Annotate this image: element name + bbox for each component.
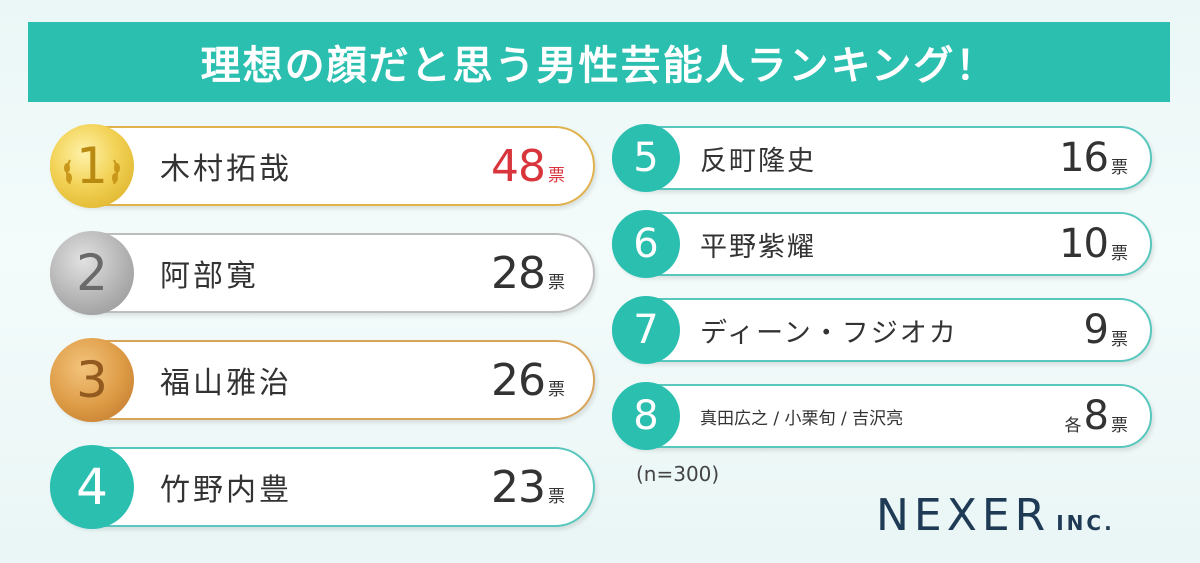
gold-medal-icon: 1	[50, 124, 134, 208]
person-name: 平野紫耀	[700, 231, 816, 263]
vote-unit: 票	[1111, 329, 1128, 350]
vote-number: 16	[1059, 135, 1109, 181]
vote-unit: 票	[1111, 157, 1128, 178]
vote-count: 23 票	[491, 449, 565, 525]
vote-count: 16 票	[1059, 128, 1128, 188]
rank-number: 1	[76, 137, 108, 195]
vote-number: 8	[1083, 393, 1109, 439]
ranking-row-3: 3 福山雅治 26 票	[50, 338, 595, 422]
rank-badge: 5	[612, 124, 680, 192]
rank-number: 8	[633, 393, 659, 439]
each-label: 各	[1064, 415, 1082, 436]
person-name: 阿部寛	[160, 259, 259, 294]
person-name: 竹野内豊	[160, 473, 292, 508]
vote-count: 10 票	[1059, 214, 1128, 274]
rank-number: 7	[633, 307, 659, 353]
ranking-row-2: 2 阿部寛 28 票	[50, 231, 595, 315]
laurel-wreath-icon	[64, 159, 120, 185]
rank-badge: 4	[50, 445, 134, 529]
rank-number: 2	[76, 244, 108, 302]
ranking-row-4: 4 竹野内豊 23 票	[50, 445, 595, 529]
vote-unit: 票	[1111, 415, 1128, 436]
vote-count: 28 票	[491, 235, 565, 311]
rank-badge: 7	[612, 296, 680, 364]
vote-unit: 票	[1111, 243, 1128, 264]
rank-number: 3	[76, 351, 108, 409]
vote-unit: 票	[548, 486, 565, 507]
title-banner: 理想の顔だと思う男性芸能人ランキング！	[28, 22, 1170, 102]
person-names: 真田広之 / 小栗旬 / 吉沢亮	[700, 408, 904, 429]
rank-number: 5	[633, 135, 659, 181]
vote-unit: 票	[548, 272, 565, 293]
rank-number: 6	[633, 221, 659, 267]
brand-name: NEXER	[876, 490, 1051, 541]
person-name: 福山雅治	[160, 366, 292, 401]
vote-number: 28	[491, 247, 546, 299]
vote-number: 9	[1083, 307, 1109, 353]
bronze-medal-icon: 3	[50, 338, 134, 422]
vote-number: 10	[1059, 221, 1109, 267]
person-name: ディーン・フジオカ	[700, 317, 958, 349]
chart-title: 理想の顔だと思う男性芸能人ランキング！	[200, 42, 998, 89]
vote-count: 26 票	[491, 342, 565, 418]
vote-unit: 票	[548, 165, 565, 186]
rank-badge: 8	[612, 382, 680, 450]
sample-size-note: (n=300)	[636, 462, 720, 486]
person-name: 反町隆史	[700, 145, 816, 177]
vote-number: 26	[491, 354, 546, 406]
vote-unit: 票	[548, 379, 565, 400]
person-name: 木村拓哉	[160, 152, 292, 187]
brand-suffix: INC.	[1056, 511, 1115, 535]
ranking-row-6: 6 平野紫耀 10 票	[612, 210, 1152, 278]
vote-number: 23	[491, 461, 546, 513]
company-logo: NEXER INC.	[876, 490, 1115, 541]
vote-count: 48 票	[491, 128, 565, 204]
silver-medal-icon: 2	[50, 231, 134, 315]
rank-number: 4	[76, 458, 108, 516]
ranking-row-1: 1 木村拓哉 48 票	[50, 124, 595, 208]
rank-badge: 6	[612, 210, 680, 278]
vote-number: 48	[491, 140, 546, 192]
ranking-row-5: 5 反町隆史 16 票	[612, 124, 1152, 192]
